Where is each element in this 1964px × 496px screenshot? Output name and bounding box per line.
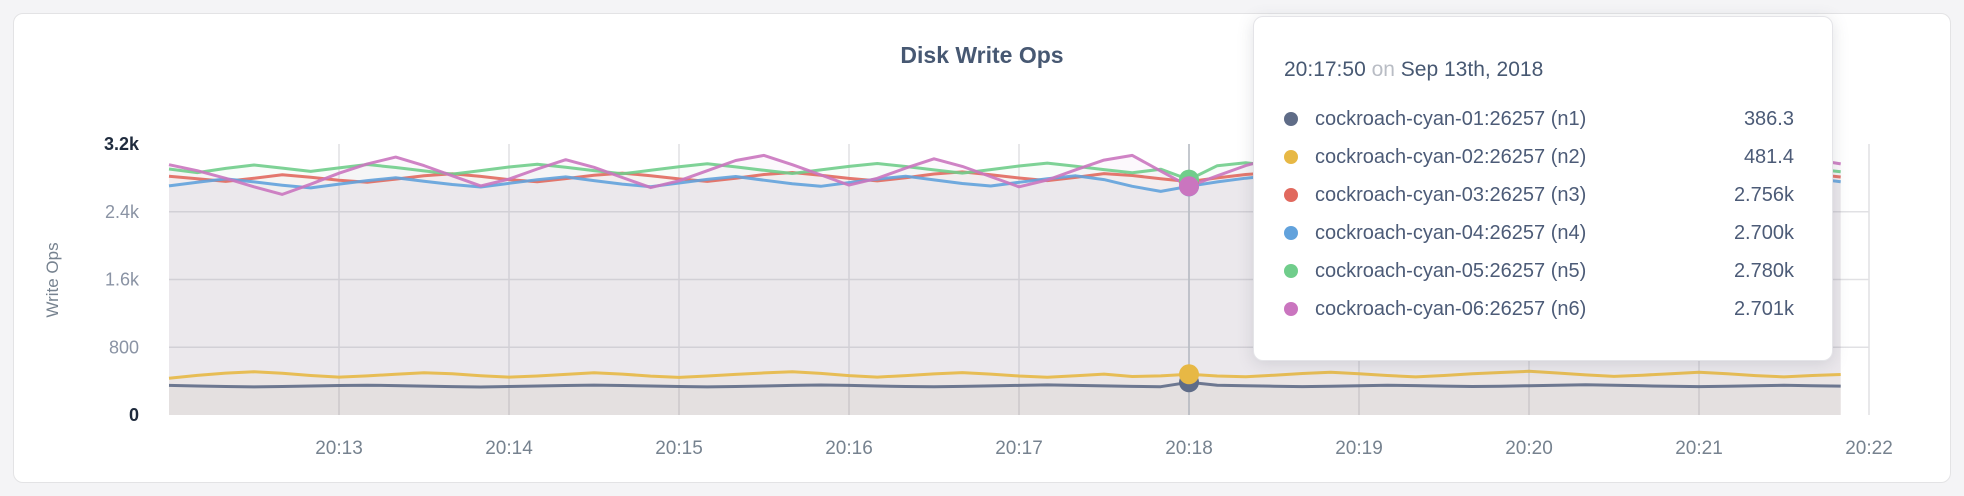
y-tick-label: 0 xyxy=(129,405,139,425)
series-value: 2.780k xyxy=(1733,259,1794,282)
tooltip-header: 20:17:50 on Sep 13th, 2018 xyxy=(1284,57,1794,83)
tooltip-row: cockroach-cyan-02:26257 (n2) 481.4 xyxy=(1284,138,1794,176)
series-color-dot-icon xyxy=(1284,112,1298,126)
series-color-dot-icon xyxy=(1284,150,1298,164)
series-label: cockroach-cyan-04:26257 (n4) xyxy=(1315,221,1587,244)
tooltip-row: cockroach-cyan-05:26257 (n5) 2.780k xyxy=(1284,252,1794,290)
x-tick-label: 20:15 xyxy=(655,438,703,459)
series-value: 386.3 xyxy=(1743,107,1794,130)
series-value: 2.700k xyxy=(1733,221,1794,244)
tooltip-row: cockroach-cyan-04:26257 (n4) 2.700k xyxy=(1284,214,1794,252)
x-tick-label: 20:22 xyxy=(1845,438,1893,459)
x-tick-label: 20:14 xyxy=(485,438,533,459)
series-area xyxy=(169,371,1841,415)
series-area xyxy=(169,382,1841,415)
x-tick-label: 20:17 xyxy=(995,438,1043,459)
x-tick-label: 20:21 xyxy=(1675,438,1723,459)
y-tick-label: 1.6k xyxy=(105,270,140,290)
x-tick-label: 20:18 xyxy=(1165,438,1213,459)
series-value: 2.756k xyxy=(1733,183,1794,206)
hover-point xyxy=(1179,364,1199,385)
x-tick-label: 20:16 xyxy=(825,438,873,459)
tooltip-row: cockroach-cyan-01:26257 (n1) 386.3 xyxy=(1284,100,1794,138)
series-line xyxy=(168,369,1841,380)
x-tick-label: 20:13 xyxy=(315,438,363,459)
series-label: cockroach-cyan-01:26257 (n1) xyxy=(1315,107,1587,130)
x-tick-label: 20:20 xyxy=(1505,438,1553,459)
tooltip-time: 20:17:50 xyxy=(1284,58,1366,81)
series-line xyxy=(168,380,1841,389)
tooltip-row: cockroach-cyan-06:26257 (n6) 2.701k xyxy=(1284,290,1794,328)
chart-card: 0 800 1.6k 2.4k 3.2k 20:13 20:14 20:15 20:16 20:1… xyxy=(13,13,1951,483)
y-axis-label: Write Ops xyxy=(43,242,62,317)
series-color-dot-icon xyxy=(1284,264,1298,278)
series-color-dot-icon xyxy=(1284,302,1298,316)
series-label: cockroach-cyan-05:26257 (n5) xyxy=(1315,259,1587,282)
x-tick-label: 20:19 xyxy=(1335,438,1383,459)
series-label: cockroach-cyan-06:26257 (n6) xyxy=(1315,297,1587,320)
series-value: 481.4 xyxy=(1743,145,1794,168)
tooltip-row: cockroach-cyan-03:26257 (n3) 2.756k xyxy=(1284,176,1794,214)
y-tick-label: 3.2k xyxy=(104,134,140,154)
series-color-dot-icon xyxy=(1284,188,1298,202)
series-label: cockroach-cyan-03:26257 (n3) xyxy=(1315,183,1587,206)
y-tick-label: 800 xyxy=(109,337,139,357)
hover-tooltip: 20:17:50 on Sep 13th, 2018 cockroach-cya… xyxy=(1253,16,1833,361)
series-label: cockroach-cyan-02:26257 (n2) xyxy=(1315,145,1587,168)
hover-point xyxy=(1179,176,1199,197)
chart-title: Disk Write Ops xyxy=(900,42,1064,68)
tooltip-date: Sep 13th, 2018 xyxy=(1400,58,1544,81)
series-color-dot-icon xyxy=(1284,226,1298,240)
tooltip-rows: cockroach-cyan-01:26257 (n1) 386.3 cockroa… xyxy=(1284,100,1794,328)
series-value: 2.701k xyxy=(1733,297,1794,320)
tooltip-on-word: on xyxy=(1371,58,1395,81)
y-tick-label: 2.4k xyxy=(105,202,140,222)
